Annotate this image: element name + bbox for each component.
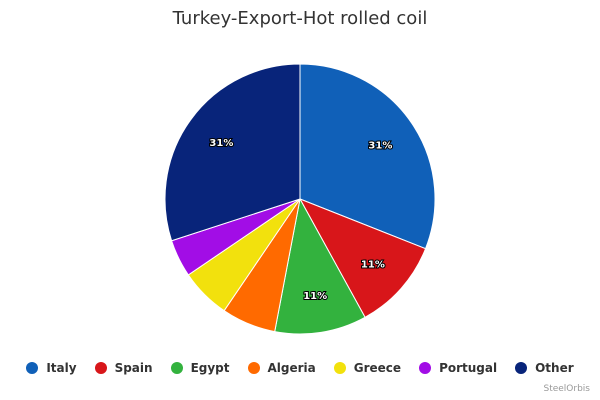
pie-slice-italy[interactable] bbox=[299, 63, 436, 250]
legend-label: Egypt bbox=[190, 361, 230, 375]
data-label-egypt: 11% bbox=[303, 291, 327, 302]
chart-title: Turkey-Export-Hot rolled coil bbox=[172, 8, 428, 29]
legend-item-spain[interactable]: Spain bbox=[94, 361, 153, 375]
legend-item-greece[interactable]: Greece bbox=[333, 361, 402, 375]
data-label-spain: 11% bbox=[361, 259, 385, 270]
legend-marker-icon bbox=[515, 362, 528, 374]
legend-label: Italy bbox=[46, 361, 77, 375]
legend-item-egypt[interactable]: Egypt bbox=[170, 361, 230, 375]
pie-slice-other[interactable] bbox=[164, 63, 301, 242]
legend-marker-icon bbox=[247, 362, 260, 374]
pie-slice-egypt[interactable] bbox=[274, 197, 366, 335]
legend-marker-icon bbox=[333, 362, 346, 374]
legend-label: Greece bbox=[353, 361, 402, 375]
legend-label: Other bbox=[535, 361, 574, 375]
legend-marker-icon bbox=[94, 362, 107, 374]
legend-label: Portugal bbox=[439, 361, 498, 375]
legend-label: Algeria bbox=[267, 361, 316, 375]
legend-marker-icon bbox=[419, 362, 432, 374]
legend-item-italy[interactable]: Italy bbox=[26, 361, 77, 375]
legend-marker-icon bbox=[170, 362, 183, 374]
legend-label: Spain bbox=[114, 361, 153, 375]
pie-slice-spain[interactable] bbox=[298, 198, 427, 318]
chart-credit: SteelOrbis bbox=[543, 384, 590, 394]
data-label-other: 31% bbox=[209, 138, 233, 149]
legend-item-algeria[interactable]: Algeria bbox=[247, 361, 316, 375]
data-label-italy: 31% bbox=[368, 140, 392, 151]
legend-item-portugal[interactable]: Portugal bbox=[419, 361, 497, 375]
chart-legend: Italy Spain Egypt Algeria Greece Portugal Othe… bbox=[0, 361, 600, 375]
legend-item-other[interactable]: Other bbox=[515, 361, 574, 375]
legend-marker-icon bbox=[26, 362, 39, 374]
